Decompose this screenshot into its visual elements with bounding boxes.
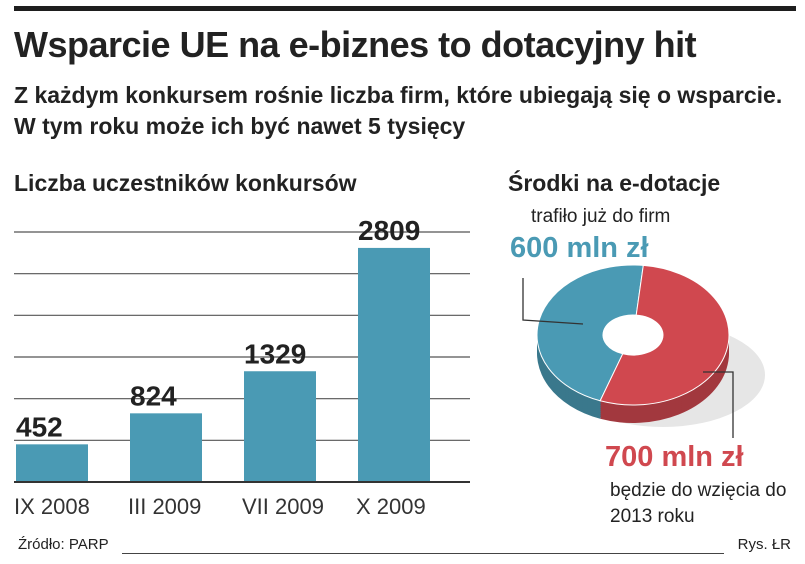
pie-chart (522, 264, 765, 438)
leader-line-funded (522, 278, 584, 325)
x-tick-label: VII 2009 (242, 494, 324, 519)
bar-ix-2008 (16, 444, 88, 482)
pie-slice-note-funded: trafiło już do firm (531, 206, 671, 227)
bar-iii-2009 (130, 413, 202, 482)
pie-slice-note-remaining: będzie do wzięcia do 2013 roku (610, 480, 787, 527)
bar-value-label: 452 (16, 411, 63, 442)
bar-x-2009 (358, 247, 430, 482)
credit-note: Rys. ŁR (737, 536, 791, 553)
bar-value-label: 1329 (244, 338, 306, 369)
pie-slice-label-remaining: 700 mln zł (605, 441, 744, 473)
footer-rule (122, 553, 724, 554)
top-rule (14, 6, 796, 11)
bar-value-label: 824 (130, 380, 177, 411)
x-tick-label: X 2009 (356, 494, 426, 519)
bar-chart: 452 IX 2008 824 III 2009 1329 VII 2009 2809 X 2… (14, 215, 470, 519)
page-title: Wsparcie UE na e-biznes to dotacyjny hit (14, 24, 697, 65)
bar-vii-2009 (244, 371, 316, 482)
pie-slice-label-funded: 600 mln zł (510, 232, 649, 264)
bar-value-label: 2809 (358, 215, 420, 246)
leader-line-remaining (703, 371, 734, 438)
x-tick-label: III 2009 (128, 494, 201, 519)
source-note: Źródło: PARP (18, 536, 109, 553)
x-tick-label: IX 2008 (14, 494, 90, 519)
pie-chart-title: Środki na e-dotacje (508, 170, 721, 196)
page-subtitle: Z każdym konkursem rośnie liczba firm, k… (14, 82, 783, 139)
pie-hole (603, 315, 663, 355)
bar-chart-title: Liczba uczestników konkursów (14, 170, 357, 196)
